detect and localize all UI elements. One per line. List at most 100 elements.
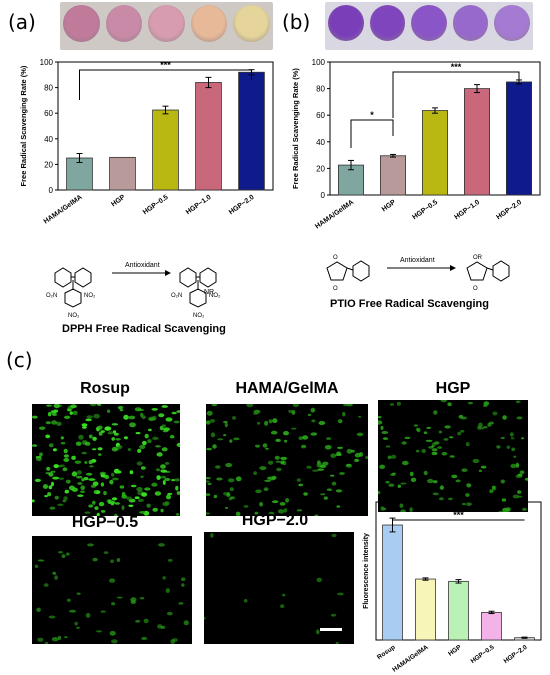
bar	[152, 109, 179, 191]
cell	[215, 465, 221, 469]
cell	[460, 430, 465, 433]
cell	[86, 472, 93, 476]
cell	[462, 416, 467, 420]
cell	[441, 451, 448, 456]
cell	[492, 485, 497, 491]
cell	[210, 419, 215, 423]
cell	[108, 499, 111, 505]
cell	[465, 442, 470, 447]
cell	[324, 445, 332, 450]
ptio-caption: PTIO Free Radical Scavenging	[330, 298, 489, 310]
cell	[59, 464, 66, 467]
cell	[468, 401, 473, 405]
cell	[275, 438, 281, 442]
cell	[502, 415, 507, 420]
cell	[124, 436, 128, 440]
cell	[317, 468, 325, 471]
category-label: HGP	[381, 199, 398, 214]
significance-bracket	[392, 71, 520, 118]
cell	[53, 409, 59, 413]
cell	[83, 477, 89, 481]
cell	[263, 487, 269, 492]
cell	[480, 465, 487, 469]
cell	[34, 564, 39, 569]
cell	[158, 413, 165, 418]
cell	[46, 404, 52, 407]
significance-label: *	[370, 110, 374, 120]
cell	[140, 466, 146, 470]
bar	[481, 612, 502, 641]
cell	[385, 445, 391, 448]
cell	[217, 438, 224, 441]
cell	[144, 487, 151, 491]
cell	[319, 464, 327, 468]
cell	[326, 488, 332, 491]
cell	[51, 412, 58, 417]
ptio-scavenging-chart: 0 20 40 60 80 100 Free Radical Scavenging Rate…	[291, 58, 541, 231]
cell	[47, 492, 52, 497]
cell	[416, 428, 421, 433]
cell	[80, 485, 85, 491]
cell	[517, 473, 523, 477]
svg-text:O: O	[333, 286, 338, 292]
cell	[233, 437, 240, 441]
cell	[156, 468, 160, 472]
significance-label: ***	[451, 62, 462, 72]
cell	[92, 500, 96, 505]
cell	[259, 502, 263, 507]
cell	[161, 424, 166, 427]
cell	[206, 447, 212, 451]
cell	[229, 496, 236, 500]
cell-layer	[32, 404, 180, 516]
cell	[107, 409, 111, 413]
cell	[54, 495, 59, 500]
cell	[62, 499, 67, 503]
cell	[119, 485, 125, 489]
cell	[165, 417, 173, 422]
cell	[37, 637, 44, 642]
cell	[206, 512, 210, 515]
cell	[404, 436, 411, 440]
cell	[288, 409, 293, 413]
cell	[76, 470, 82, 475]
cell	[513, 455, 517, 458]
cell	[135, 432, 141, 435]
reaction-label: Antioxidant	[125, 262, 160, 269]
cell	[267, 460, 274, 465]
cell	[152, 415, 157, 421]
cell	[69, 609, 76, 613]
cell	[74, 460, 82, 464]
cell	[110, 501, 115, 506]
cell	[128, 415, 136, 420]
significance-label: ***	[453, 510, 464, 520]
cell	[144, 433, 149, 439]
cell	[323, 496, 328, 500]
cell	[60, 436, 64, 440]
cell	[272, 418, 278, 424]
cell	[227, 478, 235, 483]
cell	[285, 498, 290, 503]
cell	[129, 470, 134, 475]
cell	[165, 588, 170, 593]
panel-a-label: (a)	[8, 10, 36, 34]
cell	[39, 426, 46, 430]
cell	[111, 423, 119, 426]
cell	[80, 490, 85, 493]
cell	[167, 492, 173, 496]
svg-text:O: O	[473, 286, 478, 292]
cell	[443, 438, 449, 441]
cell	[310, 407, 316, 413]
cell	[449, 455, 455, 458]
cell	[335, 641, 339, 644]
y-tick-label: 40	[44, 135, 53, 144]
product-group-label: NR	[204, 289, 214, 296]
scale-bar	[320, 628, 342, 631]
bar	[415, 578, 436, 641]
panel-b-label: (b)	[282, 10, 311, 34]
cell	[380, 425, 384, 430]
y-tick-label: 80	[44, 84, 53, 93]
cell	[152, 507, 158, 512]
cell	[99, 471, 107, 475]
cell	[103, 551, 109, 554]
well	[369, 5, 406, 41]
